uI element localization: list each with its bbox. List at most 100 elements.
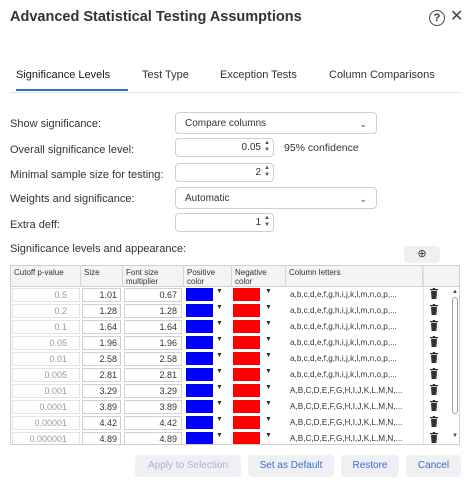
negative-color-swatch[interactable]: [233, 320, 260, 333]
trash-icon[interactable]: [430, 288, 438, 299]
negative-color-swatch[interactable]: [233, 384, 260, 397]
column-letters-cell[interactable]: a,b,c,d,e,f,g,h,i,j,k,l,m,n,o,p,...: [290, 370, 397, 379]
trash-icon[interactable]: [430, 416, 438, 427]
positive-color-swatch[interactable]: [186, 304, 213, 317]
negative-color-swatch[interactable]: [233, 288, 260, 301]
positive-color-swatch[interactable]: [186, 400, 213, 413]
apply-to-selection-button[interactable]: Apply to Selection: [135, 455, 241, 477]
trash-icon[interactable]: [430, 400, 438, 411]
chevron-down-icon[interactable]: ▼: [265, 288, 272, 295]
size-cell[interactable]: 1.96: [82, 336, 121, 350]
chevron-down-icon[interactable]: ▼: [265, 432, 272, 439]
font-multiplier-cell[interactable]: 4.89: [124, 432, 182, 444]
size-cell[interactable]: 1.01: [82, 288, 121, 302]
font-multiplier-cell[interactable]: 2.58: [124, 352, 182, 366]
scrollbar-thumb[interactable]: [452, 297, 458, 414]
font-multiplier-cell[interactable]: 2.81: [124, 368, 182, 382]
chevron-down-icon[interactable]: ▼: [216, 304, 223, 311]
size-cell[interactable]: 1.64: [82, 320, 121, 334]
positive-color-swatch[interactable]: [186, 416, 213, 429]
trash-icon[interactable]: [430, 384, 438, 395]
set-as-default-button[interactable]: Set as Default: [248, 455, 334, 477]
column-letters-cell[interactable]: A,B,C,D,E,F,G,H,I,J,K,L,M,N,...: [290, 418, 403, 427]
cutoff-p-value-cell[interactable]: 0.0001: [12, 400, 80, 414]
add-level-button[interactable]: ⊕: [404, 246, 440, 263]
positive-color-swatch[interactable]: [186, 432, 213, 444]
font-multiplier-cell[interactable]: 4.42: [124, 416, 182, 430]
weights-select[interactable]: Automatic ⌄: [175, 187, 377, 209]
positive-color-swatch[interactable]: [186, 352, 213, 365]
chevron-down-icon[interactable]: ▼: [216, 400, 223, 407]
chevron-down-icon[interactable]: ▼: [265, 336, 272, 343]
chevron-down-icon[interactable]: ▼: [265, 304, 272, 311]
positive-color-swatch[interactable]: [186, 320, 213, 333]
negative-color-swatch[interactable]: [233, 432, 260, 444]
cutoff-p-value-cell[interactable]: 0.2: [12, 304, 80, 318]
spinner-icon[interactable]: ▲ ▼: [264, 140, 270, 153]
cutoff-p-value-cell[interactable]: 0.5: [12, 288, 80, 302]
font-multiplier-cell[interactable]: 3.29: [124, 384, 182, 398]
size-cell[interactable]: 3.29: [82, 384, 121, 398]
chevron-down-icon[interactable]: ▼: [216, 336, 223, 343]
positive-color-swatch[interactable]: [186, 384, 213, 397]
chevron-down-icon[interactable]: ▼: [265, 384, 272, 391]
tab-test-type[interactable]: Test Type: [142, 69, 189, 81]
cutoff-p-value-cell[interactable]: 0.01: [12, 352, 80, 366]
negative-color-swatch[interactable]: [233, 368, 260, 381]
negative-color-swatch[interactable]: [233, 304, 260, 317]
chevron-down-icon[interactable]: ▼: [265, 368, 272, 375]
size-cell[interactable]: 1.28: [82, 304, 121, 318]
column-letters-cell[interactable]: a,b,c,d,e,f,g,h,i,j,k,l,m,n,o,p,...: [290, 338, 397, 347]
trash-icon[interactable]: [430, 368, 438, 379]
size-cell[interactable]: 2.58: [82, 352, 121, 366]
font-multiplier-cell[interactable]: 0.67: [124, 288, 182, 302]
trash-icon[interactable]: [430, 336, 438, 347]
restore-button[interactable]: Restore: [341, 455, 399, 477]
scroll-up-icon[interactable]: ▲: [452, 289, 458, 295]
column-letters-cell[interactable]: A,B,C,D,E,F,G,H,I,J,K,L,M,N,...: [290, 434, 403, 443]
trash-icon[interactable]: [430, 352, 438, 363]
chevron-down-icon[interactable]: ▼: [216, 368, 223, 375]
positive-color-swatch[interactable]: [186, 368, 213, 381]
column-letters-cell[interactable]: A,B,C,D,E,F,G,H,I,J,K,L,M,N,...: [290, 402, 403, 411]
negative-color-swatch[interactable]: [233, 352, 260, 365]
show-significance-select[interactable]: Compare columns ⌄: [175, 112, 377, 134]
extra-deff-input[interactable]: 1 ▲ ▼: [175, 213, 274, 232]
scroll-down-icon[interactable]: ▼: [452, 433, 458, 439]
spinner-icon[interactable]: ▲ ▼: [264, 165, 270, 178]
font-multiplier-cell[interactable]: 1.28: [124, 304, 182, 318]
chevron-down-icon[interactable]: ▼: [216, 432, 223, 439]
trash-icon[interactable]: [430, 304, 438, 315]
size-cell[interactable]: 4.42: [82, 416, 121, 430]
column-letters-cell[interactable]: a,b,c,d,e,f,g,h,i,j,k,l,m,n,o,p,...: [290, 290, 397, 299]
chevron-down-icon[interactable]: ▼: [216, 416, 223, 423]
column-letters-cell[interactable]: a,b,c,d,e,f,g,h,i,j,k,l,m,n,o,p,...: [290, 322, 397, 331]
chevron-down-icon[interactable]: ▼: [265, 400, 272, 407]
size-cell[interactable]: 4.89: [82, 432, 121, 444]
overall-significance-input[interactable]: 0.05 ▲ ▼: [175, 138, 274, 157]
cutoff-p-value-cell[interactable]: 0.1: [12, 320, 80, 334]
column-letters-cell[interactable]: A,B,C,D,E,F,G,H,I,J,K,L,M,N,...: [290, 386, 403, 395]
cutoff-p-value-cell[interactable]: 0.000001: [12, 432, 80, 444]
chevron-down-icon[interactable]: ▼: [216, 384, 223, 391]
spinner-icon[interactable]: ▲ ▼: [264, 215, 270, 228]
cutoff-p-value-cell[interactable]: 0.001: [12, 384, 80, 398]
negative-color-swatch[interactable]: [233, 416, 260, 429]
size-cell[interactable]: 2.81: [82, 368, 121, 382]
font-multiplier-cell[interactable]: 1.64: [124, 320, 182, 334]
chevron-down-icon[interactable]: ▼: [216, 352, 223, 359]
tab-column-comparisons[interactable]: Column Comparisons: [329, 69, 435, 81]
positive-color-swatch[interactable]: [186, 336, 213, 349]
chevron-down-icon[interactable]: ▼: [265, 352, 272, 359]
chevron-down-icon[interactable]: ▼: [216, 288, 223, 295]
cutoff-p-value-cell[interactable]: 0.05: [12, 336, 80, 350]
cutoff-p-value-cell[interactable]: 0.005: [12, 368, 80, 382]
close-icon[interactable]: ✕: [450, 8, 464, 25]
negative-color-swatch[interactable]: [233, 336, 260, 349]
font-multiplier-cell[interactable]: 3.89: [124, 400, 182, 414]
column-letters-cell[interactable]: a,b,c,d,e,f,g,h,i,j,k,l,m,n,o,p,...: [290, 354, 397, 363]
trash-icon[interactable]: [430, 432, 438, 443]
positive-color-swatch[interactable]: [186, 288, 213, 301]
cancel-button[interactable]: Cancel: [406, 455, 461, 477]
min-sample-input[interactable]: 2 ▲ ▼: [175, 163, 274, 182]
